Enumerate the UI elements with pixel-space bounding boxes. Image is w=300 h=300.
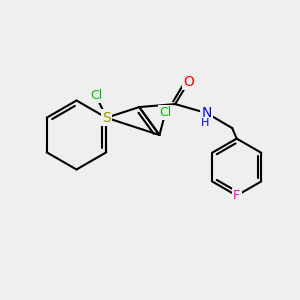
Text: H: H xyxy=(201,118,209,128)
Text: O: O xyxy=(183,75,194,88)
Text: S: S xyxy=(102,111,111,125)
Text: N: N xyxy=(202,106,212,120)
Text: Cl: Cl xyxy=(159,106,172,119)
Text: F: F xyxy=(233,189,240,202)
Text: Cl: Cl xyxy=(90,89,102,102)
